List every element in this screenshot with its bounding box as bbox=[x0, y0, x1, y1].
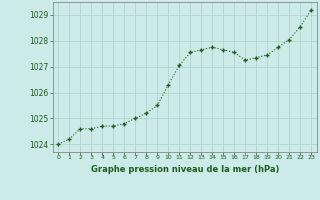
X-axis label: Graphe pression niveau de la mer (hPa): Graphe pression niveau de la mer (hPa) bbox=[91, 165, 279, 174]
